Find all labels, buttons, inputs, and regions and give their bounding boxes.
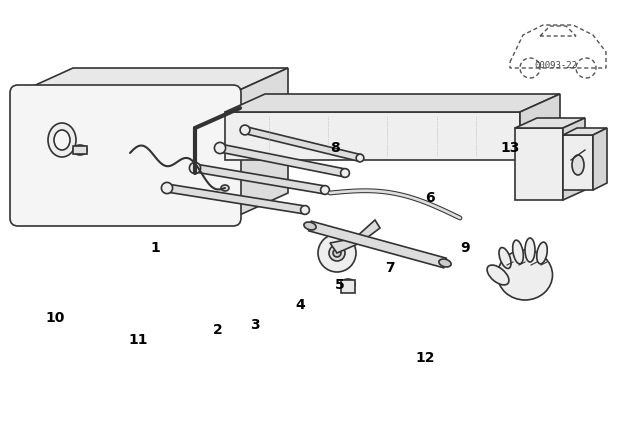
FancyBboxPatch shape [10,85,241,226]
Polygon shape [593,128,607,190]
Polygon shape [563,128,607,135]
Ellipse shape [221,185,229,191]
Ellipse shape [333,249,341,257]
Polygon shape [18,93,233,218]
Ellipse shape [497,250,552,300]
Text: 5: 5 [335,278,345,292]
Circle shape [240,125,250,135]
Polygon shape [225,112,520,160]
Ellipse shape [513,240,524,264]
Polygon shape [233,68,288,218]
Polygon shape [563,118,585,200]
Polygon shape [330,220,380,253]
Polygon shape [73,146,87,154]
Text: 12: 12 [415,351,435,365]
Ellipse shape [487,265,509,285]
Polygon shape [244,127,361,161]
Circle shape [189,162,200,174]
Text: 11: 11 [128,333,148,347]
Text: 3: 3 [250,318,260,332]
Ellipse shape [499,248,511,268]
Polygon shape [166,184,306,214]
Text: 4: 4 [295,298,305,312]
Polygon shape [220,144,346,177]
Ellipse shape [572,155,584,175]
Circle shape [301,206,309,215]
Ellipse shape [304,222,316,230]
Polygon shape [563,135,593,190]
Text: 10: 10 [45,311,65,325]
Text: 2: 2 [213,323,223,337]
Circle shape [161,182,173,194]
Polygon shape [195,164,326,194]
Polygon shape [515,118,585,128]
Polygon shape [18,68,288,93]
Text: 7: 7 [385,261,395,275]
Polygon shape [225,94,560,112]
Polygon shape [520,94,560,160]
Ellipse shape [341,279,355,289]
Polygon shape [515,128,563,200]
Text: 8: 8 [330,141,340,155]
Text: 00093-22: 00093-22 [534,61,577,70]
Polygon shape [308,221,446,268]
Ellipse shape [439,259,451,267]
Ellipse shape [48,123,76,157]
Ellipse shape [318,234,356,272]
Ellipse shape [329,245,345,261]
Text: 6: 6 [425,191,435,205]
Circle shape [321,185,330,194]
Ellipse shape [54,130,70,150]
Ellipse shape [525,238,535,262]
Circle shape [214,142,226,154]
Circle shape [340,168,349,177]
Circle shape [356,154,364,162]
Text: 13: 13 [500,141,520,155]
Text: 1: 1 [150,241,160,255]
Ellipse shape [73,145,87,155]
Polygon shape [341,280,355,293]
Ellipse shape [537,242,547,264]
Text: 9: 9 [460,241,470,255]
